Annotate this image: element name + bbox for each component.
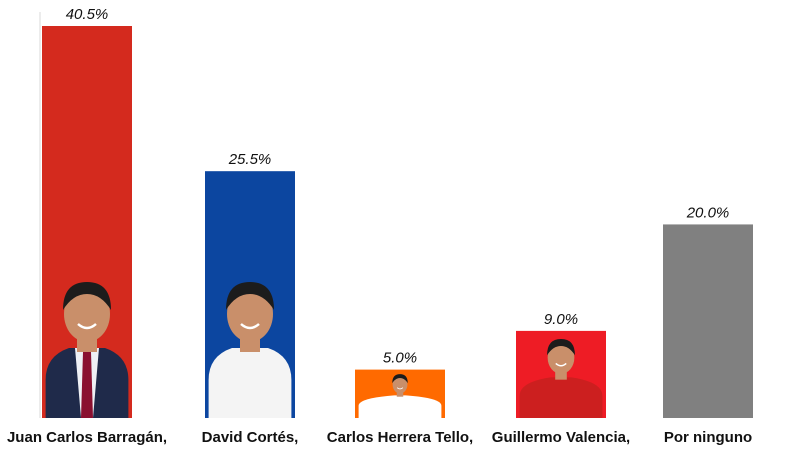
bar-group	[205, 171, 295, 418]
candidate-photo	[208, 282, 292, 418]
bar-group	[355, 369, 445, 418]
category-label: David Cortés,	[202, 429, 299, 446]
smile-shape	[77, 323, 97, 330]
hair-shape	[392, 374, 408, 384]
bar	[663, 224, 753, 418]
candidate-photo	[519, 339, 603, 418]
bars-group	[42, 26, 753, 418]
neck-shape	[396, 391, 404, 397]
category-label: Guillermo Valencia,	[492, 429, 630, 446]
labels-group: 40.5% Juan Carlos Barragán, 25.5% David Cor…	[7, 6, 752, 446]
category-label: Juan Carlos Barragán,	[7, 429, 167, 446]
bar-group	[516, 330, 606, 418]
face-shape	[64, 286, 110, 342]
face-shape	[227, 286, 273, 342]
candidate-photo	[45, 282, 129, 418]
data-label: 20.0%	[686, 204, 730, 221]
smile-shape	[555, 362, 567, 367]
data-label: 40.5%	[66, 6, 109, 23]
torso-shape	[519, 377, 603, 418]
torso-shape	[358, 395, 442, 418]
bar-group	[42, 26, 132, 418]
face-shape	[392, 375, 408, 394]
data-label: 5.0%	[383, 350, 417, 367]
torso-shape	[208, 348, 292, 418]
category-label: Carlos Herrera Tello,	[327, 429, 473, 446]
category-label: Por ninguno	[664, 429, 752, 446]
hair-shape	[226, 282, 274, 310]
smile-shape	[240, 323, 260, 330]
bar-group	[663, 224, 753, 418]
face-shape	[547, 341, 575, 374]
neck-shape	[555, 370, 567, 380]
hair-shape	[547, 339, 575, 356]
hair-shape	[63, 282, 111, 310]
tie-shape	[81, 352, 93, 418]
data-label: 9.0%	[544, 311, 578, 328]
candidate-photo	[358, 374, 442, 418]
smile-shape	[396, 387, 404, 390]
data-label: 25.5%	[228, 151, 272, 168]
